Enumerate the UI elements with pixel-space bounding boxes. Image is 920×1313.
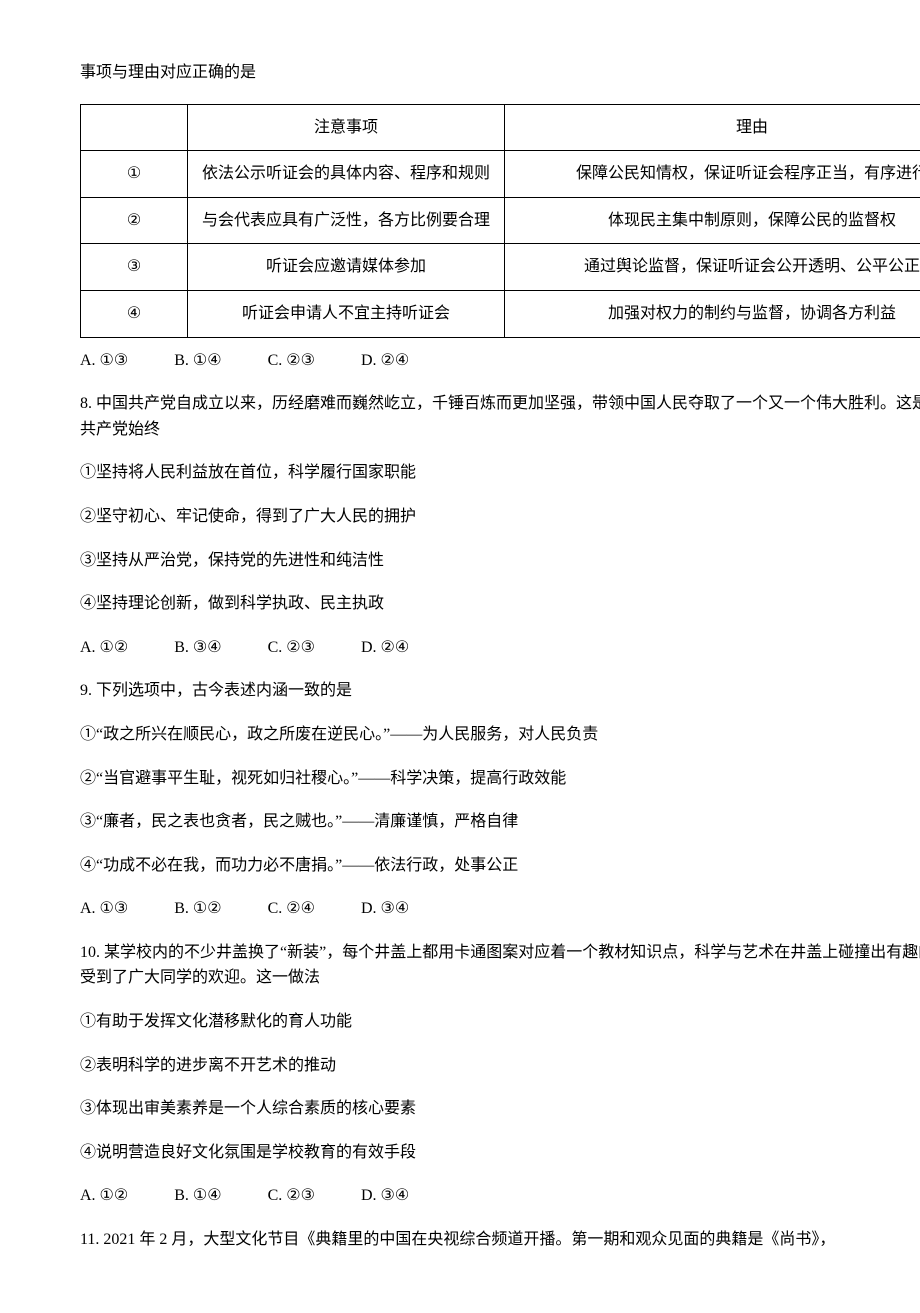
q10-statement-3: ③体现出审美素养是一个人综合素质的核心要素 — [80, 1096, 920, 1122]
q10-stem: 10. 某学校内的不少井盖换了“新装”，每个井盖上都用卡通图案对应着一个教材知识… — [80, 940, 920, 991]
q8-statement-4: ④坚持理论创新，做到科学执政、民主执政 — [80, 591, 920, 617]
q7-lead-in: 事项与理由对应正确的是 — [80, 60, 920, 86]
option-a: A. ①② — [80, 635, 128, 661]
row-item: 依法公示听证会的具体内容、程序和规则 — [188, 151, 505, 198]
notice-table: 注意事项 理由 ① 依法公示听证会的具体内容、程序和规则 保障公民知情权，保证听… — [80, 104, 920, 338]
q10-options: A. ①② B. ①④ C. ②③ D. ③④ — [80, 1183, 920, 1209]
option-a: A. ①② — [80, 1183, 128, 1209]
option-a: A. ①③ — [80, 348, 128, 374]
table-row: ② 与会代表应具有广泛性，各方比例要合理 体现民主集中制原则，保障公民的监督权 — [81, 197, 920, 244]
row-item: 与会代表应具有广泛性，各方比例要合理 — [188, 197, 505, 244]
q8-stem: 8. 中国共产党自成立以来，历经磨难而巍然屹立，千锤百炼而更加坚强，带领中国人民… — [80, 391, 920, 442]
q9-statement-2: ②“当官避事平生耻，视死如归社稷心。”——科学决策，提高行政效能 — [80, 766, 920, 792]
row-idx: ③ — [81, 244, 188, 291]
q9-statement-3: ③“廉者，民之表也贪者，民之贼也。”——清廉谨慎，严格自律 — [80, 809, 920, 835]
option-b: B. ①④ — [174, 348, 221, 374]
option-b: B. ①② — [174, 896, 221, 922]
option-b: B. ③④ — [174, 635, 221, 661]
q9-statement-1: ①“政之所兴在顺民心，政之所废在逆民心。”——为人民服务，对人民负责 — [80, 722, 920, 748]
header-item: 注意事项 — [188, 104, 505, 151]
row-item: 听证会申请人不宜主持听证会 — [188, 290, 505, 337]
q11-stem: 11. 2021 年 2 月，大型文化节目《典籍里的中国在央视综合频道开播。第一… — [80, 1227, 920, 1253]
q10-statement-1: ①有助于发挥文化潜移默化的育人功能 — [80, 1009, 920, 1035]
table-row: ④ 听证会申请人不宜主持听证会 加强对权力的制约与监督，协调各方利益 — [81, 290, 920, 337]
table-header-row: 注意事项 理由 — [81, 104, 920, 151]
row-reason: 加强对权力的制约与监督，协调各方利益 — [505, 290, 920, 337]
q8-statement-3: ③坚持从严治党，保持党的先进性和纯洁性 — [80, 548, 920, 574]
q7-options: A. ①③ B. ①④ C. ②③ D. ②④ — [80, 348, 920, 374]
row-idx: ④ — [81, 290, 188, 337]
q9-statement-4: ④“功成不必在我，而功力必不唐捐。”——依法行政，处事公正 — [80, 853, 920, 879]
option-c: C. ②③ — [268, 1183, 315, 1209]
q8-options: A. ①② B. ③④ C. ②③ D. ②④ — [80, 635, 920, 661]
option-d: D. ③④ — [361, 1183, 409, 1209]
option-b: B. ①④ — [174, 1183, 221, 1209]
q10-statement-4: ④说明营造良好文化氛围是学校教育的有效手段 — [80, 1140, 920, 1166]
row-idx: ① — [81, 151, 188, 198]
option-c: C. ②③ — [268, 635, 315, 661]
table-row: ① 依法公示听证会的具体内容、程序和规则 保障公民知情权，保证听证会程序正当，有… — [81, 151, 920, 198]
q10-statement-2: ②表明科学的进步离不开艺术的推动 — [80, 1053, 920, 1079]
row-idx: ② — [81, 197, 188, 244]
q9-stem: 9. 下列选项中，古今表述内涵一致的是 — [80, 678, 920, 704]
option-d: D. ③④ — [361, 896, 409, 922]
row-item: 听证会应邀请媒体参加 — [188, 244, 505, 291]
option-c: C. ②④ — [268, 896, 315, 922]
option-d: D. ②④ — [361, 348, 409, 374]
row-reason: 体现民主集中制原则，保障公民的监督权 — [505, 197, 920, 244]
q8-statement-1: ①坚持将人民利益放在首位，科学履行国家职能 — [80, 460, 920, 486]
header-blank — [81, 104, 188, 151]
q9-options: A. ①③ B. ①② C. ②④ D. ③④ — [80, 896, 920, 922]
row-reason: 通过舆论监督，保证听证会公开透明、公平公正 — [505, 244, 920, 291]
option-a: A. ①③ — [80, 896, 128, 922]
option-d: D. ②④ — [361, 635, 409, 661]
q8-statement-2: ②坚守初心、牢记使命，得到了广大人民的拥护 — [80, 504, 920, 530]
header-reason: 理由 — [505, 104, 920, 151]
table-row: ③ 听证会应邀请媒体参加 通过舆论监督，保证听证会公开透明、公平公正 — [81, 244, 920, 291]
row-reason: 保障公民知情权，保证听证会程序正当，有序进行 — [505, 151, 920, 198]
option-c: C. ②③ — [268, 348, 315, 374]
